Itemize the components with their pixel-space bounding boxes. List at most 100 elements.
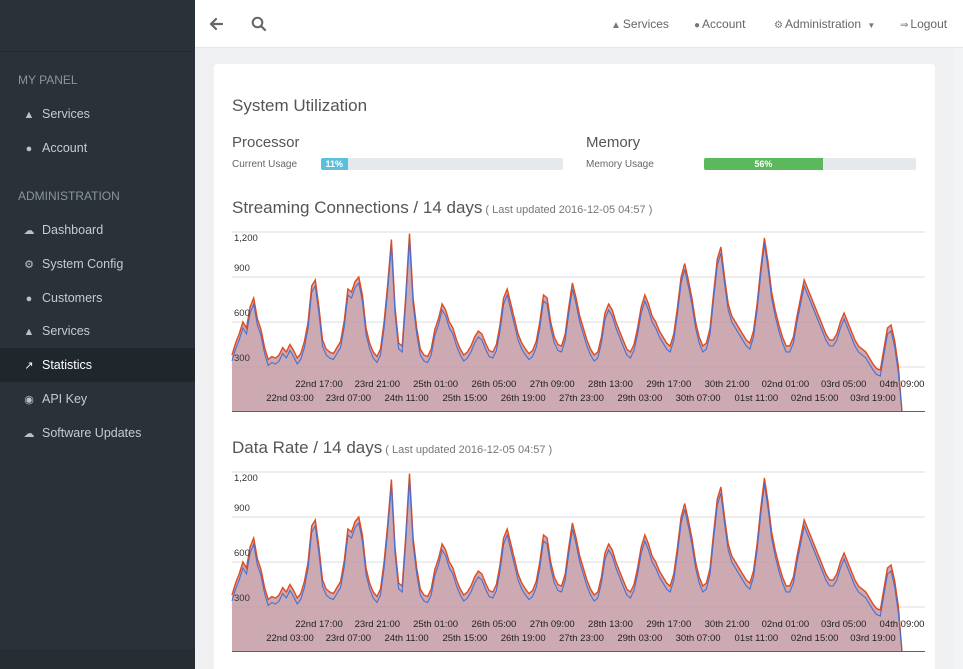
x-tick-label: 25th 01:00: [413, 619, 459, 630]
x-tick-label: 02nd 01:00: [761, 379, 810, 390]
chart-title-connections: Streaming Connections / 14 days( Last up…: [232, 198, 652, 218]
topnav-account[interactable]: ● Account: [694, 0, 745, 48]
topnav-logout-label: Logout: [910, 17, 948, 31]
x-tick-label: 04th 09:00: [879, 619, 925, 630]
topnav-services-label: Services: [622, 17, 669, 31]
user-icon: ●: [694, 20, 701, 31]
x-tick-label: 04th 09:00: [879, 379, 925, 390]
x-tick-label: 01st 11:00: [734, 393, 779, 404]
series-line-a: [231, 233, 903, 413]
sidebar-item-label: Software Updates: [42, 426, 142, 440]
x-tick-label: 28th 13:00: [588, 619, 633, 630]
utilization-panel: System Utilization Processor Current Usa…: [214, 64, 935, 669]
memory-heading: Memory: [586, 134, 641, 151]
topnav-account-label: Account: [702, 17, 746, 31]
x-tick-label: 27th 23:00: [559, 633, 604, 644]
sidebar-item-label: Services: [42, 324, 90, 338]
sidebar-item-dashboard[interactable]: ☁ Dashboard: [0, 213, 195, 247]
processor-progress-bar: 11%: [321, 158, 563, 170]
sidebar-item-software-updates[interactable]: ☁ Software Updates: [0, 416, 195, 450]
chart-svg: [231, 231, 925, 413]
processor-usage-label: Current Usage: [232, 159, 298, 170]
x-tick-label: 25th 01:00: [413, 379, 459, 390]
topnav-administration-label: Administration: [784, 17, 861, 31]
chart-title-data-rate: Data Rate / 14 days( Last updated 2016-1…: [232, 438, 552, 458]
y-tick-label: 1,200: [234, 473, 258, 484]
x-tick-label: 27th 09:00: [529, 379, 575, 390]
gears-icon: ⚙: [774, 20, 783, 31]
x-tick-label: 01st 11:00: [734, 633, 779, 644]
sidebar-item-label: Account: [42, 141, 88, 155]
x-tick-label: 28th 13:00: [588, 379, 633, 390]
series-line-a: [231, 473, 903, 653]
y-tick-label: 300: [234, 593, 250, 604]
section-administration: ADMINISTRATION: [18, 189, 120, 203]
y-tick-label: 300: [234, 353, 250, 364]
chart-title-text: Data Rate / 14 days: [232, 438, 383, 457]
last-updated: ( Last updated 2016-12-05 04:57 ): [385, 444, 553, 456]
x-tick-label: 23rd 21:00: [354, 619, 401, 630]
scrollbar[interactable]: [953, 48, 963, 669]
cloud-icon: ☁: [23, 225, 35, 237]
topnav-administration[interactable]: ⚙ Administration ▼: [774, 0, 877, 48]
sidebar-item-services-admin[interactable]: ▲ Services: [0, 314, 195, 348]
line-chart-icon: ↗: [24, 360, 34, 372]
sidebar-item-statistics[interactable]: ↗ Statistics: [0, 348, 195, 382]
sidebar-item-label: Services: [42, 107, 90, 121]
sitemap-icon: ▲: [611, 20, 621, 31]
topnav-logout[interactable]: ⇒ Logout: [900, 0, 947, 48]
x-tick-label: 25th 15:00: [442, 633, 488, 644]
x-tick-label: 26th 19:00: [500, 633, 546, 644]
sidebar-item-label: API Key: [42, 392, 88, 406]
page-title: System Utilization: [232, 96, 368, 115]
sidebar-item-account[interactable]: ● Account: [0, 131, 195, 165]
x-tick-label: 27th 23:00: [559, 393, 604, 404]
sidebar-item-customers[interactable]: ● Customers: [0, 281, 195, 315]
sidebar: MY PANEL ▲ Services ● Account ADMINISTRATI…: [0, 0, 195, 669]
x-tick-label: 22nd 03:00: [266, 633, 314, 644]
memory-progress-bar: 56%: [704, 158, 916, 170]
x-tick-label: 27th 09:00: [529, 619, 575, 630]
x-tick-label: 24th 11:00: [384, 393, 429, 404]
sitemap-icon: ▲: [23, 326, 35, 338]
sidebar-item-label: Customers: [42, 291, 103, 305]
x-tick-label: 29th 17:00: [646, 379, 692, 390]
caret-down-icon: ▼: [867, 21, 876, 30]
x-tick-label: 23rd 21:00: [354, 379, 401, 390]
x-tick-label: 22nd 03:00: [266, 393, 314, 404]
x-tick-label: 02nd 15:00: [790, 393, 839, 404]
user-icon: ●: [25, 143, 33, 155]
x-tick-label: 23rd 07:00: [325, 393, 372, 404]
search-icon[interactable]: [249, 14, 269, 34]
topnav-services[interactable]: ▲ Services: [611, 0, 669, 48]
y-tick-label: 600: [234, 548, 250, 559]
x-tick-label: 29th 03:00: [617, 633, 663, 644]
chart-title-text: Streaming Connections / 14 days: [232, 198, 483, 217]
y-tick-label: 900: [234, 503, 250, 514]
top-navbar: ▲ Services ● Account ⚙ Administration ▼ ⇒ Lo…: [195, 0, 963, 48]
section-my-panel: MY PANEL: [18, 73, 78, 87]
y-tick-label: 1,200: [234, 233, 258, 244]
back-arrow-icon[interactable]: [207, 14, 227, 34]
memory-usage-label: Memory Usage: [586, 159, 654, 170]
data-rate-chart: 300 600 900 1,200 22nd 17:00 23rd 21:00 25th 0…: [231, 466, 925, 653]
x-tick-label: 03rd 05:00: [820, 619, 867, 630]
memory-progress-fill: 56%: [704, 158, 823, 170]
processor-heading: Processor: [232, 134, 300, 151]
x-tick-label: 03rd 05:00: [820, 379, 867, 390]
brand-area: [0, 0, 195, 52]
x-tick-label: 26th 05:00: [471, 379, 517, 390]
x-tick-label: 26th 19:00: [500, 393, 546, 404]
series-line-b: [231, 239, 903, 413]
x-tick-label: 22nd 17:00: [295, 379, 343, 390]
sidebar-item-services[interactable]: ▲ Services: [0, 97, 195, 131]
y-tick-label: 900: [234, 263, 250, 274]
x-tick-label: 22nd 17:00: [295, 619, 343, 630]
x-tick-label: 25th 15:00: [442, 393, 488, 404]
cloud-download-icon: ☁: [23, 428, 35, 440]
sidebar-item-system-config[interactable]: ⚙ System Config: [0, 247, 195, 281]
sidebar-item-label: Statistics: [42, 358, 93, 372]
x-tick-label: 30th 07:00: [675, 393, 721, 404]
sidebar-item-api-key[interactable]: ◉ API Key: [0, 382, 195, 416]
x-tick-label: 30th 21:00: [704, 379, 750, 390]
